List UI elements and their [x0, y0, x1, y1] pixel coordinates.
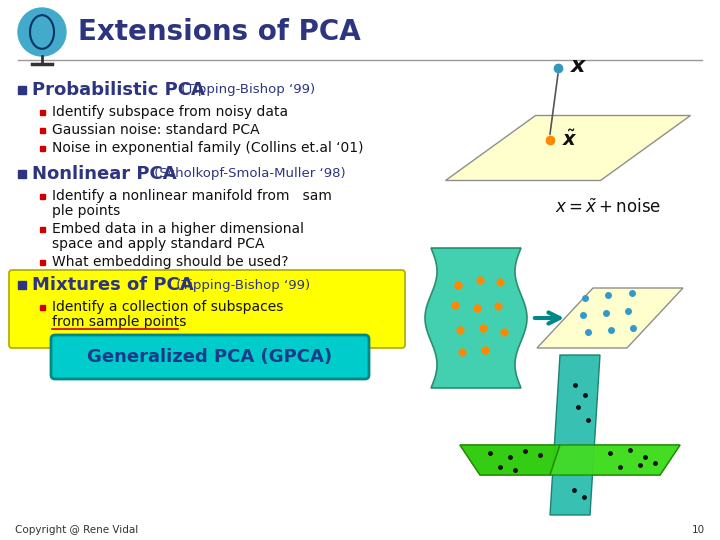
Text: ple points: ple points: [52, 204, 120, 218]
Text: from sample points: from sample points: [52, 315, 186, 329]
Text: $\boldsymbol{x}$: $\boldsymbol{x}$: [570, 56, 588, 76]
Bar: [40, 110, 45, 114]
Text: Identify a nonlinear manifold from   sam: Identify a nonlinear manifold from sam: [52, 189, 332, 203]
Bar: [40, 305, 45, 309]
Polygon shape: [446, 116, 690, 180]
Text: Copyright @ Rene Vidal: Copyright @ Rene Vidal: [15, 525, 138, 535]
Bar: [40, 226, 45, 232]
Text: (Tipping-Bishop ‘99): (Tipping-Bishop ‘99): [172, 279, 310, 292]
Text: Nonlinear PCA: Nonlinear PCA: [32, 165, 176, 183]
Bar: [40, 145, 45, 151]
Bar: [18, 281, 26, 289]
Text: $x = \tilde{x}+\mathrm{noise}$: $x = \tilde{x}+\mathrm{noise}$: [555, 199, 661, 217]
Text: Embed data in a higher dimensional: Embed data in a higher dimensional: [52, 222, 304, 236]
Text: Probabilistic PCA: Probabilistic PCA: [32, 81, 205, 99]
Text: Gaussian noise: standard PCA: Gaussian noise: standard PCA: [52, 123, 260, 137]
FancyBboxPatch shape: [9, 270, 405, 348]
Text: Generalized PCA (GPCA): Generalized PCA (GPCA): [87, 348, 333, 366]
Text: What embedding should be used?: What embedding should be used?: [52, 255, 289, 269]
Polygon shape: [550, 445, 680, 475]
Bar: [18, 170, 26, 178]
Text: Mixtures of PCA: Mixtures of PCA: [32, 276, 194, 294]
Text: (Scholkopf-Smola-Muller ‘98): (Scholkopf-Smola-Muller ‘98): [150, 167, 346, 180]
Text: Extensions of PCA: Extensions of PCA: [78, 18, 361, 46]
Circle shape: [18, 8, 66, 56]
Text: Identify a collection of subspaces: Identify a collection of subspaces: [52, 300, 284, 314]
Text: (Tipping-Bishop ‘99): (Tipping-Bishop ‘99): [177, 84, 315, 97]
Bar: [18, 86, 26, 94]
Text: Identify subspace from noisy data: Identify subspace from noisy data: [52, 105, 288, 119]
Polygon shape: [460, 445, 680, 475]
Polygon shape: [537, 288, 683, 348]
Bar: [40, 127, 45, 132]
FancyBboxPatch shape: [51, 335, 369, 379]
Bar: [40, 260, 45, 265]
Text: $\tilde{\boldsymbol{x}}$: $\tilde{\boldsymbol{x}}$: [562, 130, 578, 150]
Polygon shape: [425, 248, 527, 388]
Text: Noise in exponential family (Collins et.al ‘01): Noise in exponential family (Collins et.…: [52, 141, 364, 155]
Polygon shape: [460, 445, 560, 475]
Text: 10: 10: [692, 525, 705, 535]
Polygon shape: [550, 355, 600, 515]
Bar: [40, 193, 45, 199]
Text: space and apply standard PCA: space and apply standard PCA: [52, 237, 264, 251]
